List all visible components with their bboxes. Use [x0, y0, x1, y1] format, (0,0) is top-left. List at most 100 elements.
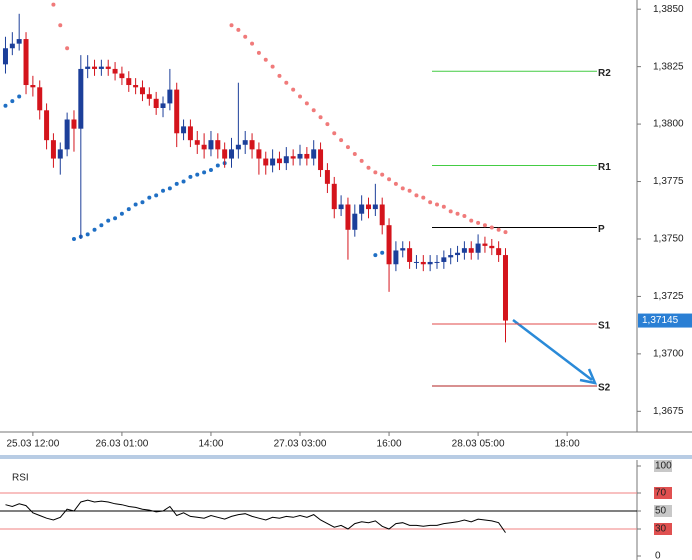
candle-body [2, 48, 8, 65]
sar-dot [188, 174, 193, 179]
sar-dot [482, 223, 487, 228]
candle-body [386, 225, 392, 265]
sar-dot [407, 188, 412, 193]
last-price-box [638, 313, 692, 328]
sar-dot [311, 108, 316, 113]
candle-body [427, 261, 433, 265]
sar-dot [428, 200, 433, 205]
sar-dot [421, 195, 426, 200]
candle-body [112, 68, 118, 74]
candle-body [23, 39, 29, 86]
candle-body [502, 255, 508, 321]
sar-dot [441, 204, 446, 209]
sar-dot [496, 227, 501, 232]
sar-dot [92, 227, 97, 232]
sar-dot [448, 209, 453, 214]
sar-dot [51, 2, 56, 7]
candle-body [160, 103, 166, 108]
sar-dot [400, 186, 405, 191]
sar-dot [270, 64, 275, 69]
last-price-label: 1,37145 [642, 315, 679, 326]
sar-dot [167, 186, 172, 191]
candle-body [496, 248, 502, 256]
sar-dot [181, 179, 186, 184]
candle-body [174, 89, 180, 134]
candle-body [78, 68, 84, 129]
sar-dot [387, 177, 392, 182]
candle-body [57, 149, 63, 159]
candle-body [475, 243, 481, 253]
y-tick-box [654, 460, 672, 472]
sar-dot [380, 250, 385, 255]
candle-body [119, 73, 125, 79]
sar-dot [126, 207, 131, 212]
pivot-label: R1 [598, 162, 611, 173]
candle-body [448, 255, 454, 258]
candle-body [9, 43, 15, 49]
sar-dot [250, 41, 255, 46]
candle-body [133, 85, 139, 88]
sar-dot [65, 46, 70, 51]
sar-dot [71, 236, 76, 241]
sar-dot [393, 181, 398, 186]
forecast-arrow [512, 319, 593, 381]
sar-dot [133, 202, 138, 207]
sar-dot [462, 214, 467, 218]
sar-dot [298, 94, 303, 99]
candle-body [379, 204, 385, 226]
y-tick-label: 50 [655, 506, 667, 517]
y-tick-label: 100 [655, 461, 672, 472]
x-tick-label: 25.03 12:00 [6, 439, 59, 450]
sar-dot [373, 253, 378, 258]
sar-dot [243, 34, 248, 39]
y-tick-label: 0 [655, 551, 661, 560]
y-tick-label: 1,3675 [653, 406, 684, 417]
candle-body [249, 140, 255, 150]
candle-body [194, 140, 200, 145]
candle-body [44, 110, 50, 141]
candle-body [105, 66, 111, 69]
sar-dot [332, 131, 337, 136]
x-tick-label: 18:00 [555, 439, 580, 450]
sar-dot [366, 165, 371, 170]
x-tick-label: 26.03 01:00 [96, 439, 149, 450]
x-tick-label: 16:00 [377, 439, 402, 450]
sar-dot [140, 200, 145, 205]
sar-dot [195, 172, 200, 177]
candle-body [208, 140, 214, 150]
candle-body [64, 119, 70, 150]
candle-body [468, 248, 474, 253]
y-tick-label: 70 [655, 488, 667, 499]
candle-body [92, 66, 98, 69]
candle-body [434, 261, 440, 263]
sar-dot [359, 158, 364, 163]
rsi-line [5, 499, 506, 533]
candle-body [359, 204, 365, 214]
candle-body [30, 85, 36, 88]
sar-dot [489, 225, 494, 230]
y-tick-label: 1,3775 [653, 176, 684, 187]
sar-dot [434, 202, 439, 207]
y-tick-label: 1,3750 [653, 234, 684, 245]
candle-body [235, 144, 241, 150]
candle-body [324, 170, 330, 184]
y-tick-label: 1,3725 [653, 291, 684, 302]
candle-body [50, 140, 56, 159]
sar-dot [352, 151, 357, 156]
sar-dot [229, 23, 234, 28]
candle-body [461, 248, 467, 253]
sar-dot [119, 211, 124, 216]
candle-body [181, 126, 187, 134]
y-tick-box [654, 505, 672, 517]
candle-body [407, 248, 413, 262]
candle-body [413, 261, 419, 263]
candle-body [153, 98, 159, 108]
sar-dot [208, 168, 213, 173]
y-tick-label: 1,3850 [653, 4, 684, 15]
candle-body [229, 149, 235, 159]
candle-body [126, 78, 132, 86]
sar-dot [99, 223, 104, 228]
sar-dot [277, 73, 282, 78]
candle-body [167, 89, 173, 104]
